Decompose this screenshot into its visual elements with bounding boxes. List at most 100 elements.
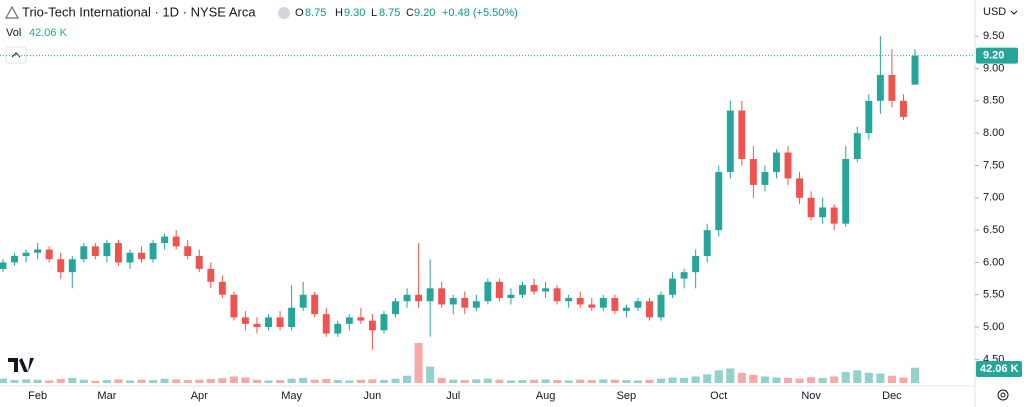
volume-bar — [114, 379, 123, 383]
candle-body — [819, 207, 827, 218]
candle-body — [830, 207, 838, 224]
candle-body — [576, 298, 584, 305]
volume-bar — [264, 380, 273, 383]
x-tick-label: Nov — [801, 390, 821, 402]
volume-bar — [79, 379, 88, 383]
settings-icon[interactable] — [997, 389, 1009, 401]
ohlc-letter: H — [335, 7, 343, 19]
candle-body — [334, 323, 342, 334]
volume-bar — [229, 376, 238, 383]
x-tick-label: Mar — [97, 390, 116, 402]
currency[interactable]: USD — [983, 6, 1006, 18]
volume-bar — [195, 379, 204, 383]
volume-bar — [333, 380, 342, 383]
volume-bar — [287, 378, 296, 383]
candle-body — [103, 243, 111, 256]
candle-body — [195, 255, 203, 269]
candle-body — [853, 133, 861, 160]
candle-body — [865, 100, 873, 134]
ohlc-value: 9.20 — [414, 7, 435, 19]
volume-bar — [160, 378, 169, 383]
candle-body — [357, 317, 365, 321]
volume-bar — [22, 379, 31, 383]
y-tick-label: 8.50 — [983, 95, 1004, 107]
volume-bar — [529, 379, 539, 383]
status-dot — [278, 7, 290, 19]
volume-bar — [518, 380, 527, 383]
candle-body — [669, 278, 677, 295]
volume-bar — [149, 380, 158, 383]
candle-body — [68, 259, 76, 273]
volume-bar — [345, 380, 354, 383]
candle-body — [0, 262, 7, 269]
volume-bar — [403, 375, 412, 383]
volume-bar — [437, 377, 446, 383]
candle-body — [34, 249, 42, 253]
candle-body — [519, 285, 526, 295]
candle-body — [172, 236, 180, 247]
candle-body — [11, 255, 19, 263]
candle-body — [796, 178, 804, 198]
volume-bar — [772, 377, 781, 383]
volume-bar — [795, 378, 804, 383]
currency-button[interactable]: USD — [983, 6, 1018, 18]
candle-body — [299, 294, 307, 308]
x-tick-label: Jun — [364, 390, 382, 402]
y-tick-label: 7.50 — [983, 159, 1004, 171]
y-tick-label: 6.00 — [983, 256, 1004, 268]
volume-bar — [426, 366, 435, 383]
candle-body — [438, 288, 446, 305]
volume-bar — [853, 370, 862, 383]
volume-bar — [783, 377, 793, 383]
volume-bar — [137, 379, 146, 383]
volume-bar — [506, 380, 515, 383]
volume-bar — [541, 379, 550, 383]
volume-bar — [483, 378, 492, 383]
volume-bar — [876, 373, 885, 383]
volume-bar — [714, 370, 723, 383]
candle-body — [241, 317, 249, 324]
candle-body — [646, 301, 653, 318]
plot — [0, 36, 920, 383]
candle-body — [715, 171, 723, 231]
volume-bar — [703, 374, 712, 383]
volume-bar — [125, 380, 135, 383]
candle-body — [611, 298, 619, 311]
candle-body — [91, 246, 99, 256]
volume-bar — [656, 378, 666, 383]
volume-bar — [691, 376, 700, 383]
volume-bar — [414, 343, 423, 383]
volume-tag — [976, 361, 1022, 377]
change: +0.48 (+5.50%) — [442, 7, 518, 19]
candle-body — [599, 298, 607, 308]
candle-body — [588, 304, 596, 308]
volume-bar — [749, 375, 758, 383]
collapse-button[interactable] — [5, 46, 27, 64]
volume-bar — [864, 372, 873, 383]
volume-bar — [252, 379, 262, 383]
x-tick-label: May — [281, 390, 302, 402]
volume-bar — [564, 380, 573, 383]
ohlc-value: 8.75 — [305, 7, 326, 19]
volume-label: Vol — [6, 27, 21, 39]
volume-bar — [610, 379, 619, 383]
candle-body — [149, 243, 157, 260]
ohlc-value: 8.75 — [379, 7, 400, 19]
candle-body — [114, 243, 122, 263]
volume-bar — [841, 372, 850, 383]
candle-body — [911, 55, 919, 85]
y-tick-label: 9.00 — [983, 62, 1004, 74]
y-tick-label: 5.00 — [983, 321, 1004, 333]
candle-body — [368, 320, 376, 331]
volume-bar — [322, 379, 331, 383]
candle-body — [426, 288, 434, 302]
candle-body — [622, 307, 630, 311]
y-tick-label: 6.50 — [983, 224, 1004, 236]
volume-bar — [495, 379, 504, 383]
y-tick-label: 8.00 — [983, 127, 1004, 139]
volume-bar — [356, 379, 365, 383]
x-tick-label: Feb — [28, 390, 47, 402]
volume-bar — [680, 377, 689, 383]
volume-bar — [576, 379, 585, 383]
